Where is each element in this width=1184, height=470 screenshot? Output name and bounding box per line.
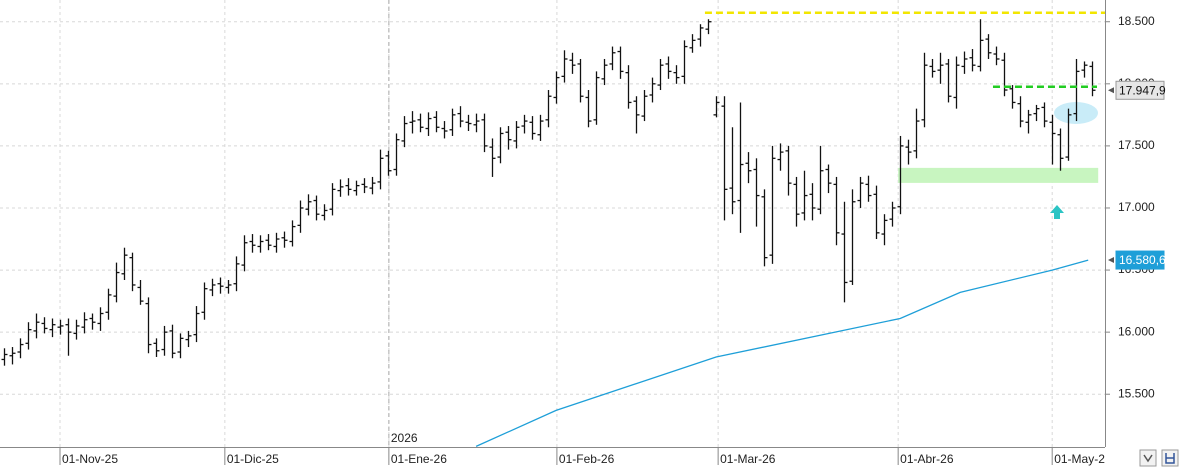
price-pointer (1108, 87, 1114, 94)
x-tick-label: 01-Ene-26 (391, 452, 447, 466)
plot-area: 01-Nov-25 01-Dic-25 01-Ene-26 01-Feb-26 01-M… (0, 0, 1112, 466)
zoom-icon (1143, 454, 1153, 463)
year-label: 2026 (391, 431, 418, 445)
zoom-button[interactable] (1139, 449, 1157, 467)
x-tick-label: 01-May-26 (1054, 452, 1112, 466)
x-tick-label: 01-Dic-25 (227, 452, 279, 466)
y-tick-label: 16.000 (1118, 324, 1155, 338)
x-tick-label: 01-Nov-25 (62, 452, 118, 466)
moving-average (475, 259, 1089, 447)
support-zone (898, 167, 1099, 183)
y-tick-label: 15.500 (1118, 386, 1155, 400)
x-tick-label: 01-Mar-26 (720, 452, 776, 466)
up-arrow (1050, 205, 1064, 219)
y-tick-label: 17.500 (1118, 138, 1155, 152)
price-tag-label: 16.580,6 (1119, 253, 1166, 267)
price-pointer (1108, 257, 1114, 264)
price-axis-panel (1105, 0, 1184, 470)
y-tick-label: 18.500 (1118, 14, 1155, 28)
save-icon (1165, 453, 1175, 464)
price-tag (1115, 80, 1165, 100)
y-tick-label: 17.000 (1118, 200, 1155, 214)
x-tick-label: 01-Abr-26 (900, 452, 954, 466)
x-tick-label: 01-Feb-26 (559, 452, 615, 466)
axis-layer: 15.50016.00016.50017.00017.50018.00018.5… (1105, 14, 1166, 400)
price-tag-label: 17.947,9 (1119, 83, 1166, 97)
price-tag (1115, 250, 1165, 270)
